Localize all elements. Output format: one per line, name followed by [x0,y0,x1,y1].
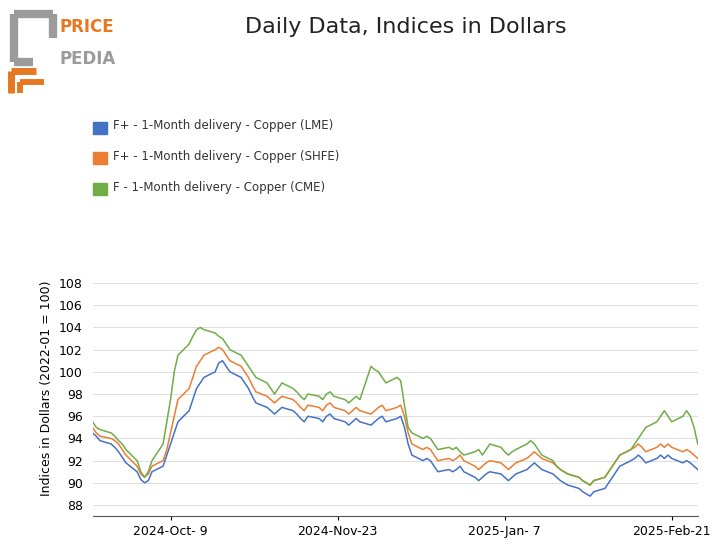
Text: PRICE: PRICE [60,18,115,36]
Text: F+ - 1-Month delivery - Copper (LME): F+ - 1-Month delivery - Copper (LME) [113,119,333,133]
Text: F+ - 1-Month delivery - Copper (SHFE): F+ - 1-Month delivery - Copper (SHFE) [113,150,340,163]
Text: PEDIA: PEDIA [60,50,116,68]
Y-axis label: Indices in Dollars (2022-01 = 100): Indices in Dollars (2022-01 = 100) [41,281,53,496]
Text: Daily Data, Indices in Dollars: Daily Data, Indices in Dollars [245,17,567,37]
Text: F - 1-Month delivery - Copper (CME): F - 1-Month delivery - Copper (CME) [113,180,325,194]
